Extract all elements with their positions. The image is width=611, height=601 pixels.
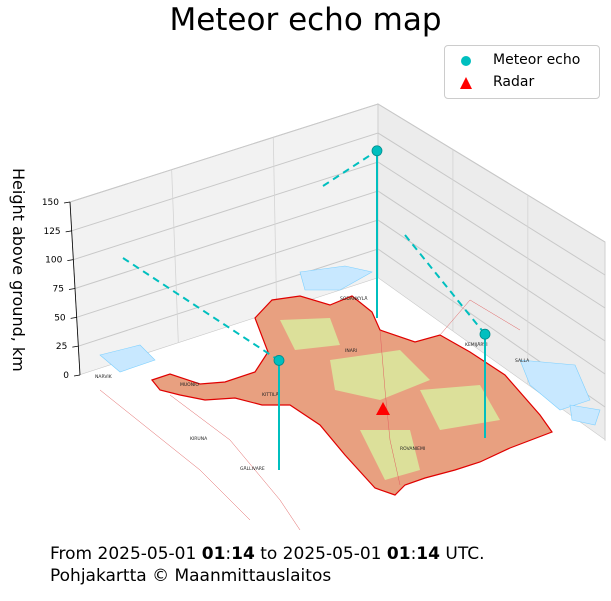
z-tick-label: 125 bbox=[43, 227, 60, 237]
place-label: SALLA bbox=[515, 358, 530, 364]
place-label: ROVANIEMI bbox=[400, 446, 425, 452]
place-label: INARI bbox=[345, 348, 357, 354]
region-outline bbox=[150, 295, 553, 496]
road-line bbox=[99, 389, 251, 521]
z-tick-mark bbox=[67, 259, 74, 262]
place-label: GÄLLIVARE bbox=[240, 465, 265, 472]
echo-projection-line bbox=[404, 234, 486, 335]
z-gridline bbox=[71, 132, 606, 276]
chart-title: Meteor echo map bbox=[169, 2, 442, 38]
place-label: KIRUNA bbox=[190, 436, 208, 442]
z-tick-mark bbox=[73, 374, 81, 377]
triangle-marker-icon bbox=[460, 77, 472, 89]
z-tick-mark bbox=[65, 230, 72, 233]
place-label: SODANKYLÄ bbox=[340, 295, 368, 302]
z-tick-label: 25 bbox=[56, 342, 67, 352]
footer-time-range: From 2025-05-01 01:14 to 2025-05-01 01:1… bbox=[50, 544, 485, 564]
meteor-echo-point bbox=[479, 328, 491, 340]
meteor-echo-point bbox=[371, 145, 383, 157]
z-tick-label: 0 bbox=[63, 371, 69, 381]
z-tick-mark bbox=[68, 288, 76, 290]
legend-label-meteor-echo: Meteor echo bbox=[493, 52, 581, 68]
legend-entry-meteor-echo: Meteor echo bbox=[445, 51, 599, 71]
footer-caption: From 2025-05-01 01:14 to 2025-05-01 01:1… bbox=[50, 543, 484, 587]
meteor-echo-point bbox=[273, 355, 285, 366]
lake-shape bbox=[299, 265, 373, 291]
terrain-patch bbox=[330, 350, 430, 400]
z-tick-label: 50 bbox=[54, 313, 66, 323]
place-label: NARVIK bbox=[95, 374, 113, 380]
z-tick-label: 100 bbox=[45, 256, 62, 266]
echo-projection-line bbox=[322, 149, 378, 187]
place-label: KITTILÄ bbox=[262, 391, 280, 398]
z-tick-mark bbox=[70, 316, 77, 319]
z-axis-line bbox=[69, 201, 81, 376]
road-line bbox=[439, 299, 521, 336]
terrain-patch bbox=[420, 385, 500, 430]
terrain-patch bbox=[280, 318, 340, 350]
radar-marker bbox=[376, 402, 390, 415]
z-tick-label: 150 bbox=[42, 198, 59, 208]
pane-gridline bbox=[272, 137, 278, 311]
z-axis-label-box: Height above ground, km bbox=[6, 168, 28, 398]
legend: Meteor echo Radar bbox=[444, 45, 600, 99]
legend-label-radar: Radar bbox=[493, 74, 535, 90]
z-axis-label: Height above ground, km bbox=[9, 168, 28, 372]
lake-shape bbox=[99, 344, 156, 373]
road-line bbox=[169, 394, 301, 531]
pane-gridline bbox=[171, 169, 179, 344]
z-gridline bbox=[69, 103, 606, 243]
footer-copyright: Pohjakartta © Maanmittauslaitos bbox=[50, 566, 332, 586]
place-label: KEMIJÄRVI bbox=[465, 341, 488, 348]
place-label: MUONIO bbox=[180, 382, 199, 388]
lake-shape bbox=[519, 359, 591, 411]
z-tick-mark bbox=[72, 345, 79, 348]
circle-marker-icon bbox=[461, 56, 471, 66]
lake-shape bbox=[569, 404, 601, 426]
terrain-patch bbox=[360, 430, 420, 480]
z-tick-label: 75 bbox=[53, 285, 64, 295]
legend-entry-radar: Radar bbox=[445, 73, 599, 93]
z-tick-mark bbox=[63, 201, 71, 204]
